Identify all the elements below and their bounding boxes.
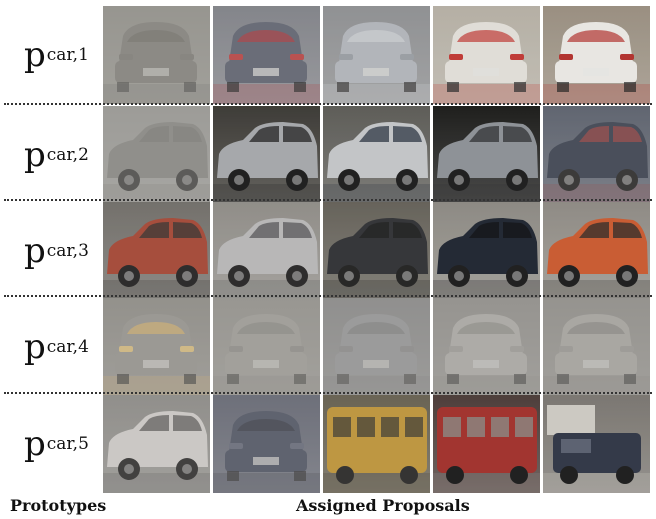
row-divider (4, 392, 652, 394)
prototype-symbol: p (24, 135, 46, 175)
prototype-symbol: p (24, 35, 46, 75)
prototype-label: p car,4 (24, 298, 102, 396)
car-crop-graphic (213, 298, 320, 396)
car-crop-graphic (433, 202, 540, 300)
assigned-proposal-image (543, 106, 650, 204)
car-crop-graphic (543, 106, 650, 204)
prototype-symbol: p (24, 327, 46, 367)
car-crop-graphic (323, 298, 430, 396)
prototype-subscript: car,1 (46, 45, 89, 65)
car-crop-graphic (543, 298, 650, 396)
prototype-subscript: car,5 (46, 434, 89, 454)
prototype-image (103, 202, 210, 300)
assigned-proposal-image (543, 6, 650, 104)
prototype-subscript: car,3 (46, 241, 89, 261)
prototype-row: p car,1 (0, 6, 656, 104)
prototypes-caption: Prototypes (10, 496, 107, 515)
prototype-label: p car,3 (24, 202, 102, 300)
assigned-proposal-image (213, 395, 320, 493)
assigned-proposal-image (323, 395, 430, 493)
car-crop-graphic (103, 395, 210, 493)
prototype-symbol: p (24, 231, 46, 271)
assigned-proposal-image (433, 202, 540, 300)
assigned-proposal-image (213, 6, 320, 104)
assigned-proposal-image (433, 395, 540, 493)
assigned-proposal-image (323, 298, 430, 396)
car-crop-graphic (213, 6, 320, 104)
prototype-row: p car,5 (0, 395, 656, 493)
car-crop-graphic (213, 395, 320, 493)
assigned-proposal-image (433, 106, 540, 204)
assigned-proposal-image (543, 395, 650, 493)
car-crop-graphic (323, 395, 430, 493)
car-crop-graphic (103, 298, 210, 396)
prototype-image (103, 6, 210, 104)
car-crop-graphic (433, 6, 540, 104)
assigned-proposal-image (543, 298, 650, 396)
prototype-row: p car,2 (0, 106, 656, 204)
row-divider (4, 295, 652, 297)
assigned-proposal-image (323, 6, 430, 104)
assigned-proposal-image (213, 202, 320, 300)
car-crop-graphic (433, 298, 540, 396)
assigned-proposal-image (433, 298, 540, 396)
assigned-proposal-image (213, 106, 320, 204)
car-crop-graphic (433, 106, 540, 204)
car-crop-graphic (103, 106, 210, 204)
row-divider (4, 103, 652, 105)
car-crop-graphic (433, 395, 540, 493)
prototype-symbol: p (24, 424, 46, 464)
prototype-label: p car,2 (24, 106, 102, 204)
row-divider (4, 199, 652, 201)
car-crop-graphic (323, 202, 430, 300)
car-crop-graphic (323, 6, 430, 104)
car-crop-graphic (543, 395, 650, 493)
assigned-proposal-image (323, 106, 430, 204)
prototype-subscript: car,2 (46, 145, 89, 165)
prototype-label: p car,5 (24, 395, 102, 493)
car-crop-graphic (213, 106, 320, 204)
car-crop-graphic (323, 106, 430, 204)
prototype-label: p car,1 (24, 6, 102, 104)
car-crop-graphic (103, 202, 210, 300)
prototype-image (103, 395, 210, 493)
car-crop-graphic (213, 202, 320, 300)
assigned-proposal-image (213, 298, 320, 396)
assigned-proposal-image (433, 6, 540, 104)
prototype-subscript: car,4 (46, 337, 89, 357)
car-crop-graphic (543, 202, 650, 300)
prototype-image (103, 106, 210, 204)
assigned-proposals-caption: Assigned Proposals (296, 496, 470, 515)
prototype-row: p car,3 (0, 202, 656, 300)
prototype-row: p car,4 (0, 298, 656, 396)
car-crop-graphic (543, 6, 650, 104)
prototype-image (103, 298, 210, 396)
car-crop-graphic (103, 6, 210, 104)
assigned-proposal-image (543, 202, 650, 300)
assigned-proposal-image (323, 202, 430, 300)
